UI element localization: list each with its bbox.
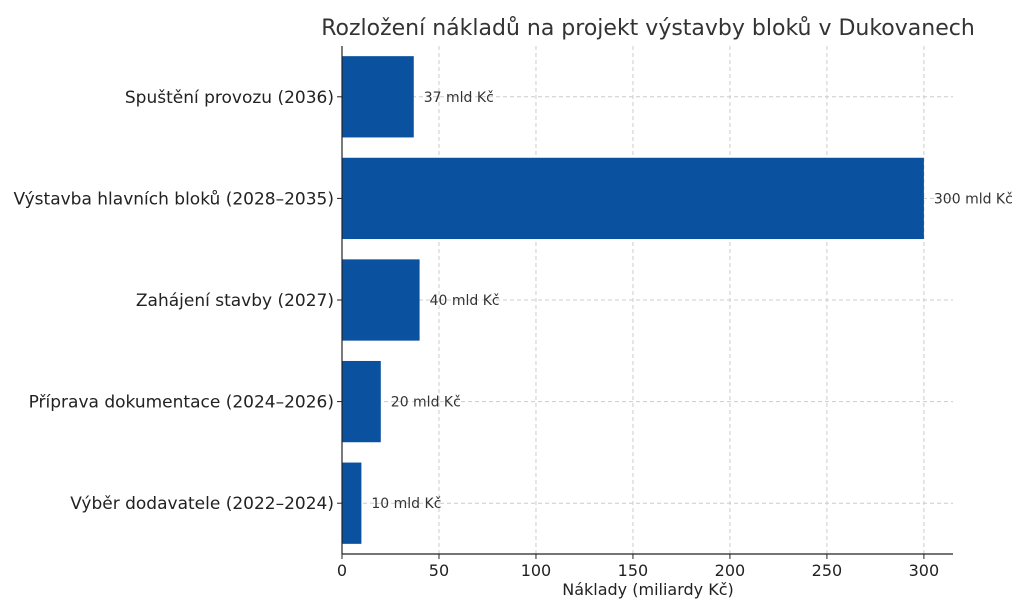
bar — [342, 360, 381, 443]
data-label: 40 mld Kč — [430, 293, 500, 309]
grid-layer — [341, 46, 953, 554]
x-tick-label: 100 — [521, 561, 552, 580]
bar — [342, 157, 924, 240]
bar — [342, 56, 414, 138]
x-axis-label: Náklady (miliardy Kč) — [562, 580, 734, 599]
x-tick-label: 50 — [429, 561, 449, 580]
x-ticks-layer: 0 50 100 150 200 250 300 — [337, 554, 939, 580]
x-tick-label: 250 — [812, 561, 843, 580]
bar — [342, 462, 362, 544]
data-labels-layer: 37 mld Kč 300 mld Kč 40 mld Kč 20 mld Kč 10 … — [371, 90, 1012, 512]
chart-title: Rozložení nákladů na projekt výstavby bl… — [321, 16, 975, 41]
x-tick-label: 150 — [618, 561, 649, 580]
data-label: 10 mld Kč — [371, 496, 441, 512]
bar — [342, 259, 420, 341]
x-tick-label: 200 — [715, 561, 746, 580]
x-tick-label: 0 — [337, 561, 347, 580]
category-label: Spuštění provozu (2036) — [125, 88, 334, 108]
category-label: Příprava dokumentace (2024–2026) — [29, 393, 334, 413]
category-label: Výběr dodavatele (2022–2024) — [70, 494, 334, 514]
x-tick-label: 300 — [909, 561, 940, 580]
category-label: Zahájení stavby (2027) — [136, 291, 334, 311]
bars-layer — [342, 56, 924, 544]
data-label: 37 mld Kč — [424, 90, 494, 106]
category-label: Výstavba hlavních bloků (2028–2035) — [13, 189, 334, 209]
data-label: 20 mld Kč — [391, 395, 461, 411]
data-label: 300 mld Kč — [934, 191, 1013, 207]
category-labels-layer: Spuštění provozu (2036) Výstavba hlavních… — [13, 88, 342, 514]
